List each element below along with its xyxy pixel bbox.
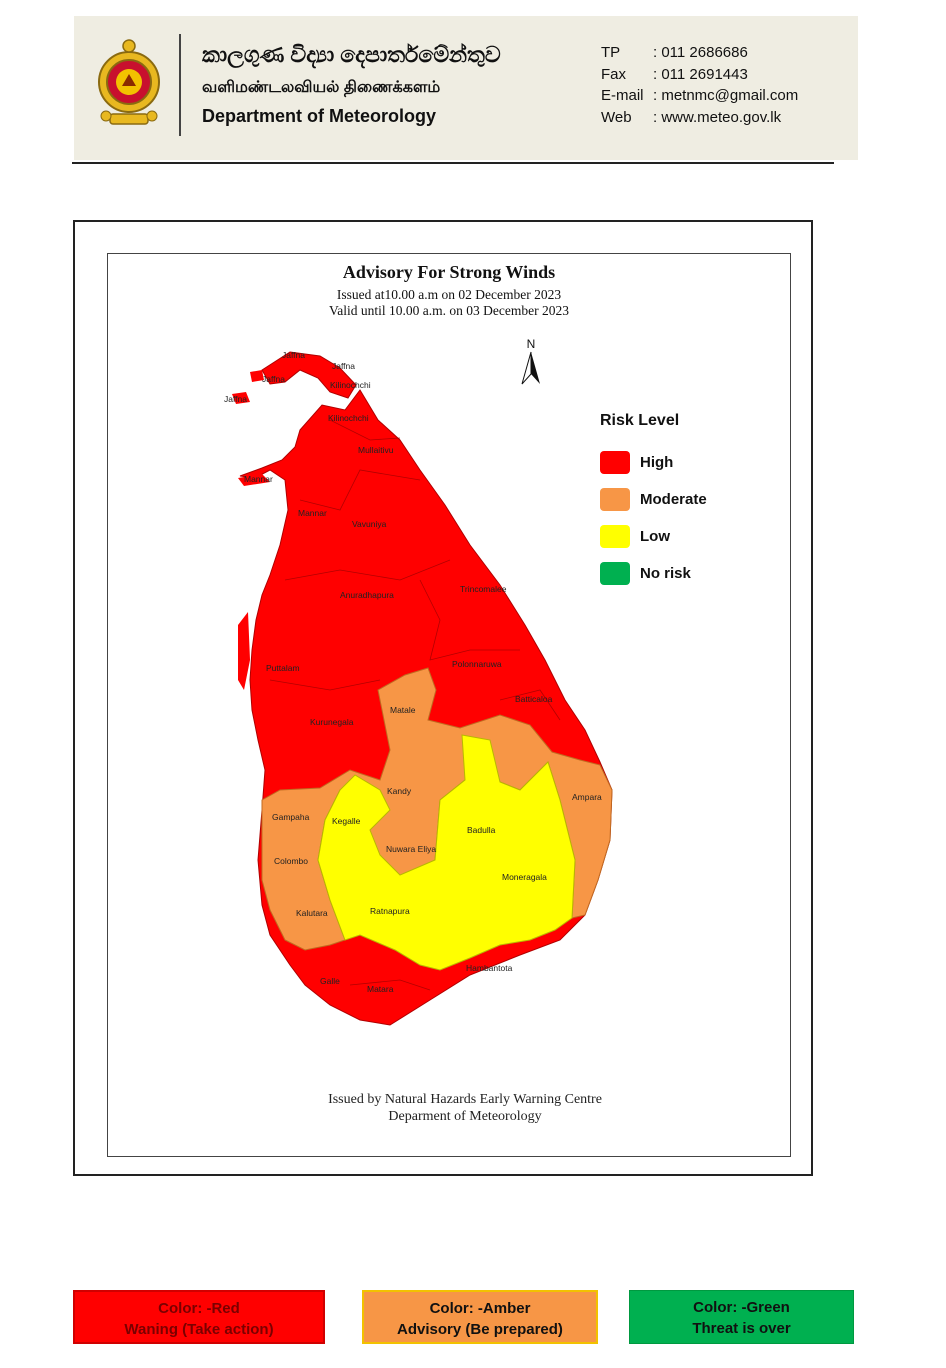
- legend-swatch-high: [600, 451, 630, 474]
- district-label: Colombo: [274, 856, 308, 866]
- legend-item-no-risk: No risk: [600, 555, 707, 592]
- jaffna-peninsula: [261, 351, 357, 399]
- district-label: Jaffna: [332, 361, 355, 371]
- letterhead-divider: [179, 34, 181, 136]
- issued-time: Issued at10.00 a.m on 02 December 2023: [336, 287, 562, 302]
- letterhead: කාලගුණ විද්‍යා දෙපාර්තමේන්තුව வளிமண்டலவி…: [74, 16, 858, 160]
- letterhead-rule: [72, 162, 834, 164]
- color-key-amber-line2: Advisory (Be prepared): [397, 1321, 563, 1338]
- district-label: Trincomalee: [460, 584, 507, 594]
- district-label: Mullaitivu: [358, 445, 394, 455]
- contact-row-fax: Fax: 011 2691443: [601, 65, 748, 83]
- contact-row-web: Web: www.meteo.gov.lk: [601, 108, 782, 126]
- district-label: Ampara: [572, 792, 602, 802]
- district-label: Vavuniya: [352, 519, 387, 529]
- legend-swatch-no-risk: [600, 562, 630, 585]
- district-label: Matale: [390, 705, 416, 715]
- issuer-line-2: Deparment of Meteorology: [388, 1109, 542, 1124]
- map-title: Advisory For Strong Winds: [342, 262, 556, 282]
- district-label: Ratnapura: [370, 906, 410, 916]
- contact-info: TP: 011 2686686 Fax: 011 2691443 E-mail:…: [601, 42, 798, 128]
- color-key-red: Color: -Red Waning (Take action): [73, 1290, 325, 1344]
- color-key-green-line1: Color: -Green: [693, 1299, 790, 1316]
- district-label: Kurunegala: [310, 717, 354, 727]
- jaffna-island-2: [250, 370, 264, 382]
- contact-row-phone: TP: 011 2686686: [601, 44, 748, 61]
- district-labels: Jaffna Jaffna Jaffna Jaffna Kilinochchi Kilin…: [224, 350, 602, 994]
- district-label: Matara: [367, 984, 394, 994]
- color-key-green-line2: Threat is over: [692, 1320, 791, 1337]
- district-label: Moneragala: [502, 872, 547, 882]
- north-arrow-icon: N: [521, 337, 540, 385]
- legend-label-low: Low: [640, 528, 670, 545]
- district-label: Nuwara Eliya: [386, 844, 436, 854]
- region-low: [317, 734, 576, 971]
- contact-row-email: E-mail: metnmc@gmail.com: [601, 87, 799, 104]
- color-key-amber-line1: Color: -Amber: [429, 1300, 531, 1317]
- district-label: Kilinochchi: [330, 380, 371, 390]
- north-label: N: [527, 337, 536, 351]
- mannar-island: [238, 474, 270, 486]
- legend-label-high: High: [640, 454, 674, 471]
- district-label: Mannar: [244, 474, 273, 484]
- color-key-red-line1: Color: -Red: [158, 1300, 240, 1317]
- legend-label-no-risk: No risk: [640, 565, 691, 582]
- district-label: Batticaloa: [515, 694, 553, 704]
- color-key-red-line2: Waning (Take action): [124, 1321, 274, 1338]
- legend-item-high: High: [600, 444, 707, 481]
- legend-swatch-low: [600, 525, 630, 548]
- district-label: Jaffna: [262, 374, 285, 384]
- legend-title: Risk Level: [600, 412, 680, 429]
- issuer-line-1: Issued by Natural Hazards Early Warning …: [328, 1092, 602, 1107]
- map-inner-frame: [107, 253, 791, 1157]
- department-name-sinhala: කාලගුණ විද්‍යා දෙපාර්තමේන්තුව: [202, 42, 501, 67]
- department-name-tamil: வளிமண்டலவியல் திணைக்களம்: [202, 79, 441, 96]
- district-label: Hambantota: [466, 963, 513, 973]
- map-outer-frame: [73, 220, 813, 1176]
- district-label: Anuradhapura: [340, 590, 394, 600]
- legend-swatch-moderate: [600, 488, 630, 511]
- puttalam-strip: [238, 612, 250, 690]
- legend-item-low: Low: [600, 518, 707, 555]
- valid-until: Valid until 10.00 a.m. on 03 December 20…: [329, 303, 569, 318]
- district-label: Kandy: [387, 786, 412, 796]
- district-label: Kilinochchi: [328, 413, 369, 423]
- district-boundaries: [269, 419, 561, 991]
- sri-lanka-emblem-icon: [98, 39, 160, 125]
- district-label: Kalutara: [296, 908, 328, 918]
- department-name-english: Department of Meteorology: [202, 106, 437, 126]
- district-label: Jaffna: [282, 350, 305, 360]
- legend-label-moderate: Moderate: [640, 491, 707, 508]
- district-label: Badulla: [467, 825, 496, 835]
- legend-item-moderate: Moderate: [600, 481, 707, 518]
- district-label: Galle: [320, 976, 340, 986]
- jaffna-island-1: [232, 392, 250, 404]
- color-key-amber: Color: -Amber Advisory (Be prepared): [362, 1290, 598, 1344]
- district-label: Gampaha: [272, 812, 310, 822]
- color-key-green: Color: -Green Threat is over: [629, 1290, 854, 1344]
- district-label: Puttalam: [266, 663, 300, 673]
- risk-legend: Risk Level High Moderate Low No risk: [600, 412, 707, 592]
- district-label: Jaffna: [224, 394, 247, 404]
- district-label: Mannar: [298, 508, 327, 518]
- district-label: Kegalle: [332, 816, 361, 826]
- district-label: Polonnaruwa: [452, 659, 502, 669]
